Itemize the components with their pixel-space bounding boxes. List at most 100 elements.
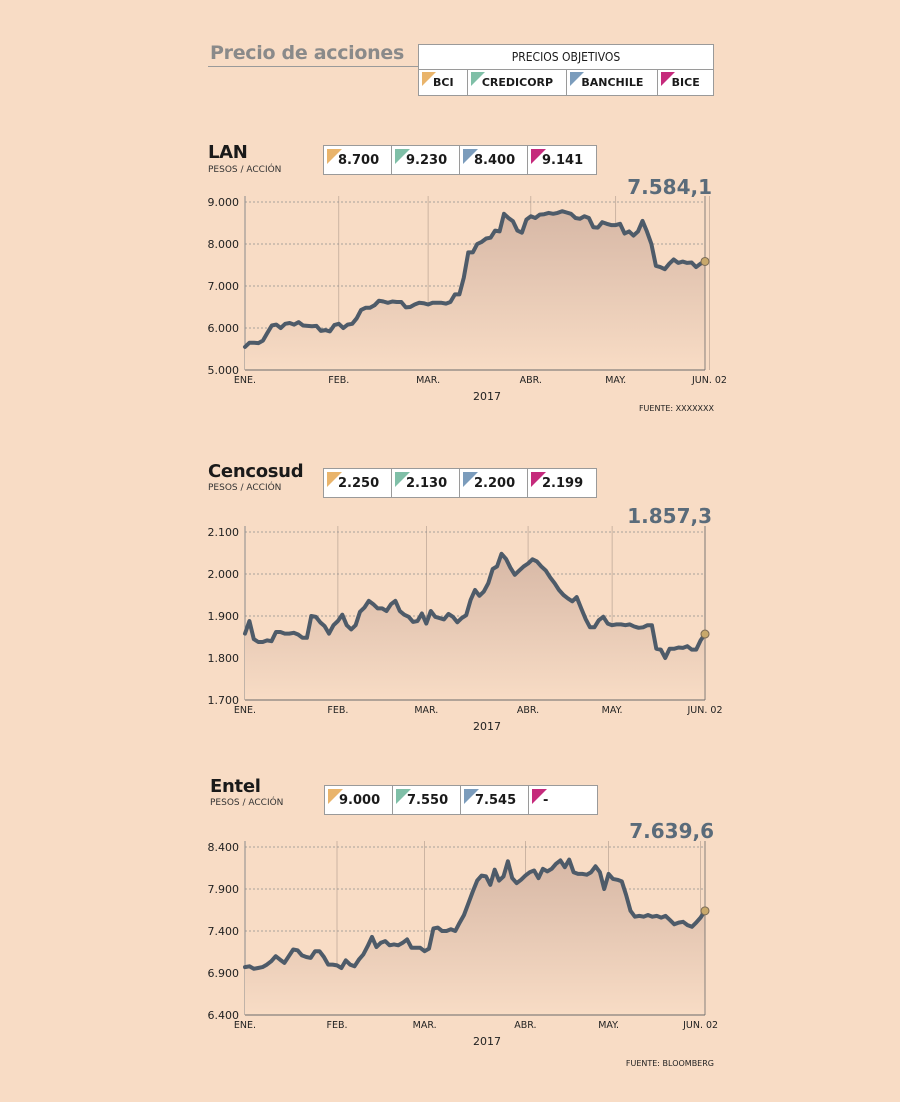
y-tick-label: 8.000 [208,238,240,251]
credicorp-triangle-icon [470,72,485,86]
legend-items: BCI CREDICORP BANCHILE BICE [419,69,713,96]
x-tick-label: ABR. [517,705,539,716]
y-tick-label: 6.000 [208,322,240,335]
bci-triangle-icon [328,789,343,804]
bice-triangle-icon [660,72,675,86]
x-tick-label: MAY. [605,375,626,386]
bci-triangle-icon [422,72,436,86]
legend-title: PRECIOS OBJETIVOS [419,45,713,70]
legend-item-bice: BICE [658,69,713,96]
x-axis-label: 2017 [473,720,501,733]
x-tick-label: ENE. [234,375,256,386]
x-tick-label: MAR. [413,1020,437,1031]
banchile-triangle-icon [463,472,478,487]
x-axis-label: 2017 [473,390,501,403]
banchile-triangle-icon [464,789,479,804]
target-prices-cencosud: 2.250 2.130 2.200 2.199 [323,468,597,498]
legend-box: PRECIOS OBJETIVOS BCI CREDICORP BANCHILE… [418,44,714,96]
banchile-triangle-icon [463,149,478,164]
y-tick-label: 7.000 [208,280,240,293]
y-tick-label: 6.400 [208,1009,240,1022]
target-value: 2.199 [542,476,584,491]
price-area [245,211,705,370]
x-tick-label: MAR. [416,375,440,386]
last-value-cencosud: 1.857,3 [627,504,712,528]
target-credicorp: 7.550 [393,786,461,814]
price-line [243,209,707,349]
target-bice: - [529,786,597,814]
bci-triangle-icon [327,149,342,164]
x-tick-label: ABR. [514,1020,536,1031]
y-tick-label: 2.100 [208,526,240,539]
legend-label: CREDICORP [481,76,554,89]
legend-label: BCI [433,76,454,89]
y-tick-label: 5.000 [208,364,240,377]
chart-unit-lan: PESOS / ACCIÓN [208,165,282,175]
y-tick-label: 9.000 [208,196,240,209]
bice-triangle-icon [531,472,546,487]
legend-item-credicorp: CREDICORP [468,69,568,96]
target-banchile: 7.545 [461,786,529,814]
target-value: 7.545 [475,793,517,808]
x-tick-label: MAR. [414,705,438,716]
legend-item-bci: BCI [419,69,468,96]
credicorp-triangle-icon [395,149,410,164]
x-tick-label: FEB. [327,705,348,716]
target-value: 9.000 [339,793,381,808]
price-area [245,553,705,700]
page-title: Precio de acciones [210,42,404,64]
price-area [245,859,705,1015]
y-tick-label: 1.700 [208,694,240,707]
target-value: 8.400 [474,153,516,168]
target-value: 2.250 [338,476,380,491]
target-value: 7.550 [407,793,449,808]
target-banchile: 2.200 [460,469,528,497]
chart-title-cencosud: Cencosud [208,461,304,482]
last-value-marker [700,906,710,916]
x-tick-label: MAY. [598,1020,619,1031]
legend-label: BANCHILE [581,76,644,89]
legend-item-banchile: BANCHILE [567,69,658,96]
title-divider [208,66,418,67]
x-tick-label: FEB. [326,1020,347,1031]
bice-triangle-icon [531,149,546,164]
banchile-triangle-icon [570,72,585,86]
y-tick-label: 7.400 [208,925,240,938]
chart-unit-cencosud: PESOS / ACCIÓN [208,483,282,493]
target-prices-lan: 8.700 9.230 8.400 9.141 [323,145,597,175]
x-tick-label: FEB. [328,375,349,386]
target-credicorp: 9.230 [392,146,460,174]
credicorp-triangle-icon [395,472,410,487]
target-bci: 2.250 [324,469,392,497]
legend-label: BICE [671,76,700,89]
y-tick-label: 1.800 [208,652,240,665]
last-value-lan: 7.584,1 [627,175,712,199]
target-bci: 8.700 [324,146,392,174]
price-line [243,551,707,660]
bice-triangle-icon [532,789,547,804]
target-value: 2.130 [406,476,448,491]
source-note-entel: FUENTE: BLOOMBERG [625,1059,714,1068]
last-value-entel: 7.639,6 [629,819,714,843]
x-axis-label: 2017 [473,1035,501,1048]
target-value: 8.700 [338,153,380,168]
chart-title-lan: LAN [208,142,248,163]
target-value: 9.141 [542,153,584,168]
chart-title-entel: Entel [210,776,261,797]
chart-unit-entel: PESOS / ACCIÓN [210,798,284,808]
target-value: 9.230 [406,153,448,168]
last-value-marker [700,256,710,266]
x-tick-label: MAY. [602,705,623,716]
target-bci: 9.000 [325,786,393,814]
target-credicorp: 2.130 [392,469,460,497]
price-line [243,857,707,971]
y-tick-label: 1.900 [208,610,240,623]
y-tick-label: 8.400 [208,841,240,854]
x-tick-label: JUN. 02 [691,375,727,386]
target-bice: 2.199 [528,469,596,497]
x-tick-label: ABR. [520,375,542,386]
y-tick-label: 6.900 [208,967,240,980]
